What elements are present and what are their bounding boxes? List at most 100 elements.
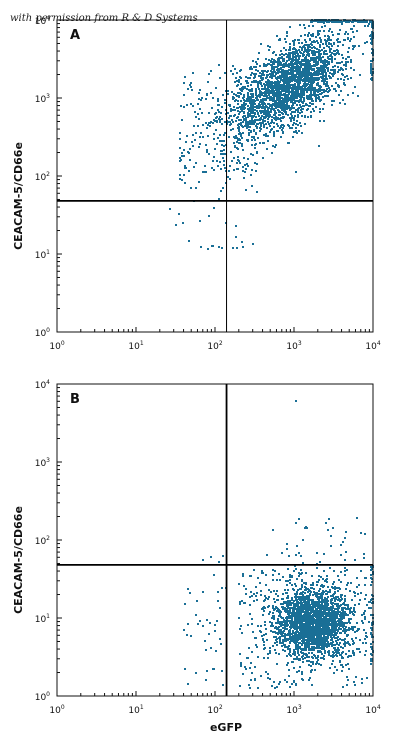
event-dot [297,610,299,612]
event-dot [276,98,278,100]
event-dot [307,49,309,51]
event-dot [233,93,235,95]
event-dot [325,599,327,601]
event-dot [223,149,225,151]
event-dot [346,676,348,678]
event-dot [320,633,322,635]
event-dot [247,114,249,116]
event-dot [242,126,244,128]
event-dot [279,614,281,616]
event-dot [334,600,336,602]
event-dot [224,72,226,74]
event-dot [334,603,336,605]
event-dot [220,168,222,170]
event-dot [286,88,288,90]
event-dot [277,620,279,622]
event-dot [337,71,339,73]
event-dot [345,626,347,628]
event-dot [368,23,370,25]
event-dot [326,581,328,583]
event-dot [278,69,280,71]
event-dot [308,72,310,74]
event-dot [317,34,319,36]
event-dot [334,53,336,55]
event-dot [286,85,288,87]
event-dot [271,108,273,110]
event-dot [297,70,299,72]
event-dot [259,110,261,112]
event-dot [302,637,304,639]
event-dot [251,119,253,121]
event-dot [324,25,326,27]
event-dot [285,53,287,55]
event-dot [284,627,286,629]
event-dot [340,78,342,80]
event-dot [281,606,283,608]
event-dot [269,46,271,48]
event-dot [286,73,288,75]
event-dot [256,123,258,125]
event-dot [222,94,224,96]
event-dot [311,84,313,86]
event-dot [254,147,256,149]
event-dot [295,49,297,51]
event-dot [230,129,232,131]
event-dot [332,634,334,636]
event-dot [239,142,241,144]
event-dot [293,609,295,611]
event-dot [326,630,328,632]
event-dot [255,116,257,118]
event-dot [247,96,249,98]
event-dot [195,162,197,164]
event-dot [327,604,329,606]
event-dot [313,54,315,56]
event-dot [304,76,306,78]
event-dot [298,88,300,90]
event-dot [191,141,193,143]
event-dot [332,66,334,68]
event-dot [370,34,372,36]
event-dot [328,610,330,612]
event-dot [291,87,293,89]
event-dot [274,112,276,114]
event-dot [318,596,320,598]
event-dot [323,120,325,122]
event-dot [283,640,285,642]
event-dot [288,620,290,622]
event-dot [184,76,186,78]
event-dot [319,588,321,590]
event-dot [218,64,220,66]
event-dot [282,80,284,82]
event-dot [245,100,247,102]
event-dot [215,129,217,131]
event-dot [301,42,303,44]
event-dot [286,625,288,627]
event-dot [255,91,257,93]
event-dot [350,38,352,40]
event-dot [320,86,322,88]
event-dot [295,61,297,63]
event-dot [283,93,285,95]
event-dot [244,171,246,173]
event-dot [298,654,300,656]
event-dot [220,153,222,155]
event-dot [289,117,291,119]
event-dot [260,128,262,130]
event-dot [190,103,192,105]
event-dot [188,170,190,172]
event-dot [299,63,301,65]
event-dot [343,79,345,81]
event-dot [267,109,269,111]
event-dot [301,630,303,632]
event-dot [300,74,302,76]
watermark: with permission from R & D Systems [10,13,198,24]
event-dot [330,55,332,57]
event-dot [319,44,321,46]
event-dot [307,108,309,110]
event-dot [340,90,342,92]
event-dot [288,653,290,655]
event-dot [320,657,322,659]
event-dot [340,646,342,648]
event-dot [294,654,296,656]
event-dot [331,85,333,87]
